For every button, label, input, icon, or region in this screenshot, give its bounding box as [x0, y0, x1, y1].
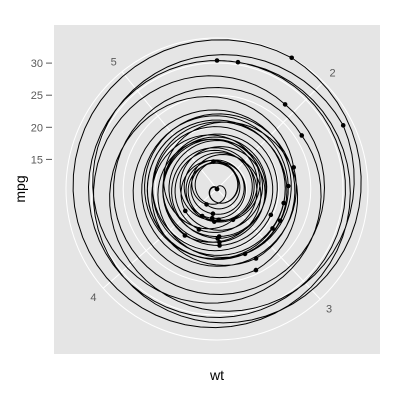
theta-tick-label: 5 [111, 57, 117, 69]
x-axis-title: wt [209, 367, 224, 383]
grid-ring-25 [122, 94, 312, 284]
data-point [281, 200, 286, 206]
data-point [282, 102, 288, 107]
data-point [253, 256, 259, 261]
data-point [253, 267, 259, 273]
y-axis-title: mpg [12, 175, 28, 202]
spiral-paths [72, 39, 362, 329]
data-point [230, 217, 236, 223]
grid-spoke-2 [216, 81, 324, 190]
data-point [210, 211, 216, 217]
spiral-path [72, 39, 362, 329]
data-point [204, 202, 209, 207]
data-point [182, 208, 188, 214]
data-point [291, 165, 297, 170]
r-tick-label: 20 [31, 122, 43, 134]
data-point [209, 215, 215, 221]
r-tick-label: 15 [31, 154, 43, 166]
radius-axis: 15 20 25 30 [31, 58, 52, 166]
data-point [214, 58, 220, 63]
data-point [242, 251, 248, 257]
grid-ring-30 [90, 62, 344, 316]
data-point [340, 123, 346, 128]
data-point [270, 226, 275, 231]
data-point [299, 133, 305, 138]
theta-tick-labels: 2 3 4 5 [90, 57, 335, 316]
data-point [235, 59, 241, 65]
data-point [285, 183, 291, 189]
data-point [211, 159, 216, 164]
data-point [199, 213, 205, 219]
r-tick-label: 30 [31, 58, 43, 70]
data-point [196, 227, 202, 232]
theta-tick-label: 3 [326, 304, 332, 316]
data-point [289, 55, 294, 61]
grid-spoke-3 [216, 188, 321, 300]
data-point [216, 217, 221, 223]
data-point [182, 233, 188, 238]
data-points [182, 55, 346, 273]
data-point [216, 234, 222, 239]
theta-tick-label: 2 [330, 68, 336, 80]
r-tick-label: 25 [31, 90, 43, 102]
data-point [214, 186, 220, 192]
data-point [277, 218, 283, 223]
theta-tick-label: 4 [90, 292, 96, 304]
data-point [217, 243, 222, 248]
data-point [211, 219, 217, 224]
grid-ring-outer [65, 37, 369, 341]
data-point [268, 212, 274, 218]
